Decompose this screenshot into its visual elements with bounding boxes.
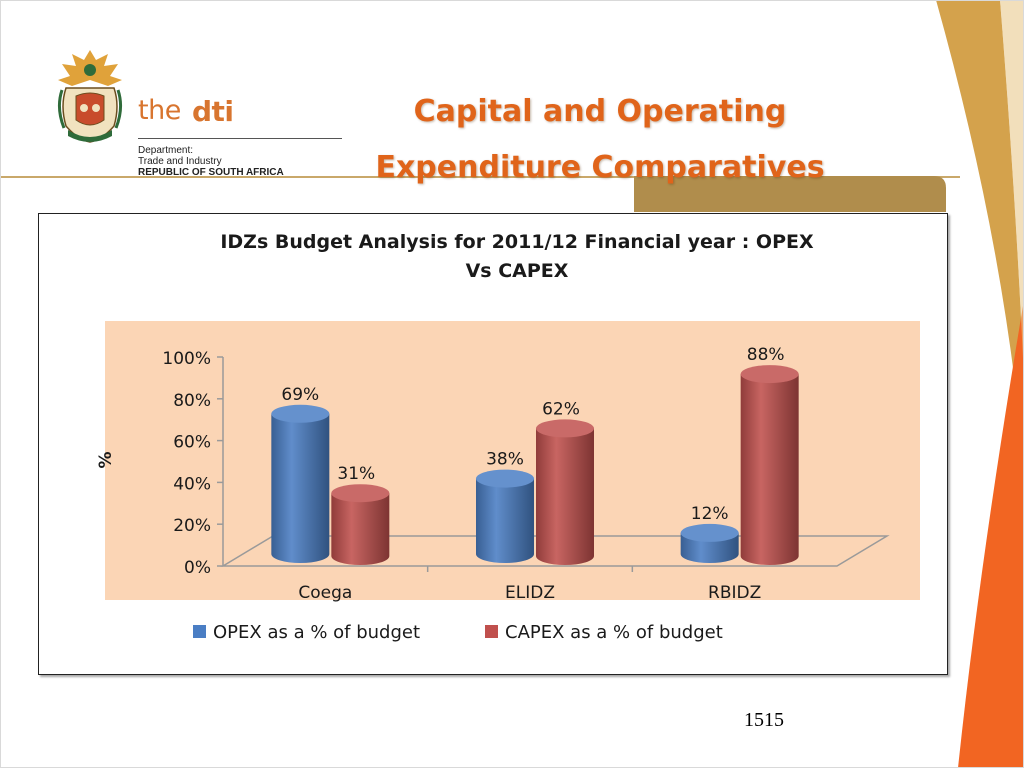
opex-bar-elidz — [476, 478, 534, 563]
bar-chart: IDZs Budget Analysis for 2011/12 Financi… — [96, 231, 920, 643]
bar-layer: 69% 31% 38% 62% 12% 88% — [271, 345, 799, 565]
y-tick-label: 0% — [184, 558, 211, 578]
logo-dti-text: dti — [192, 95, 234, 128]
x-tick-label: Coega — [298, 583, 352, 603]
data-label: 69% — [281, 385, 319, 405]
logo-dept-line3: REPUBLIC OF SOUTH AFRICA — [138, 167, 284, 178]
header-rule — [0, 176, 960, 178]
x-tick-label: ELIDZ — [505, 583, 555, 603]
logo-the-text: the — [138, 95, 181, 126]
data-label: 12% — [691, 504, 729, 524]
y-tick-label: 20% — [173, 516, 211, 536]
logo-divider — [138, 138, 342, 139]
capex-bar-coega — [331, 493, 390, 565]
capex-bar-rbidz — [740, 374, 799, 565]
slide-title: Capital and Operating Expenditure Compar… — [300, 84, 900, 196]
logo-dept-line1: Department: — [138, 145, 194, 156]
page-number: 1515 — [744, 709, 784, 731]
legend-label-opex: OPEX as a % of budget — [213, 622, 420, 643]
opex-bar-coega — [271, 413, 330, 563]
y-tick-label: 80% — [173, 391, 211, 411]
legend-label-capex: CAPEX as a % of budget — [505, 622, 723, 643]
logo-department-text: Department: Trade and Industry REPUBLIC … — [138, 145, 284, 178]
capex-bar-top-coega — [331, 484, 390, 503]
chart-container: IDZs Budget Analysis for 2011/12 Financi… — [38, 213, 948, 675]
data-label: 38% — [486, 450, 524, 470]
legend-swatch-opex — [193, 625, 206, 638]
capex-bar-top-elidz — [536, 419, 594, 438]
y-tick-label: 40% — [173, 474, 211, 494]
legend-swatch-capex — [485, 625, 498, 638]
x-tick-label: RBIDZ — [708, 583, 761, 603]
y-tick-label: 100% — [162, 349, 211, 369]
capex-bar-elidz — [536, 428, 594, 565]
chart-title-line2: Vs CAPEX — [466, 260, 569, 282]
y-tick-label: 60% — [173, 433, 211, 453]
opex-bar-top-rbidz — [680, 523, 739, 542]
logo-dept-line2: Trade and Industry — [138, 156, 222, 167]
coat-of-arms-icon — [57, 50, 123, 143]
slide-title-line2: Expenditure Comparatives — [375, 150, 825, 185]
capex-bar-top-rbidz — [740, 365, 799, 384]
opex-bar-top-coega — [271, 404, 330, 423]
opex-bar-top-elidz — [476, 469, 534, 488]
legend: OPEX as a % of budget CAPEX as a % of bud… — [193, 622, 723, 643]
chart-title-line1: IDZs Budget Analysis for 2011/12 Financi… — [220, 231, 814, 253]
data-label: 62% — [542, 399, 580, 419]
slide-title-line1: Capital and Operating — [413, 94, 787, 129]
dti-logo: the dti Department: Trade and Industry R… — [52, 46, 342, 178]
data-label: 88% — [747, 345, 785, 365]
axis-layer: 0% 20% 40% 60% 80% 100% Coega ELIDZ RBIDZ — [162, 349, 890, 603]
y-axis-label: % — [96, 451, 116, 468]
data-label: 31% — [337, 464, 375, 484]
